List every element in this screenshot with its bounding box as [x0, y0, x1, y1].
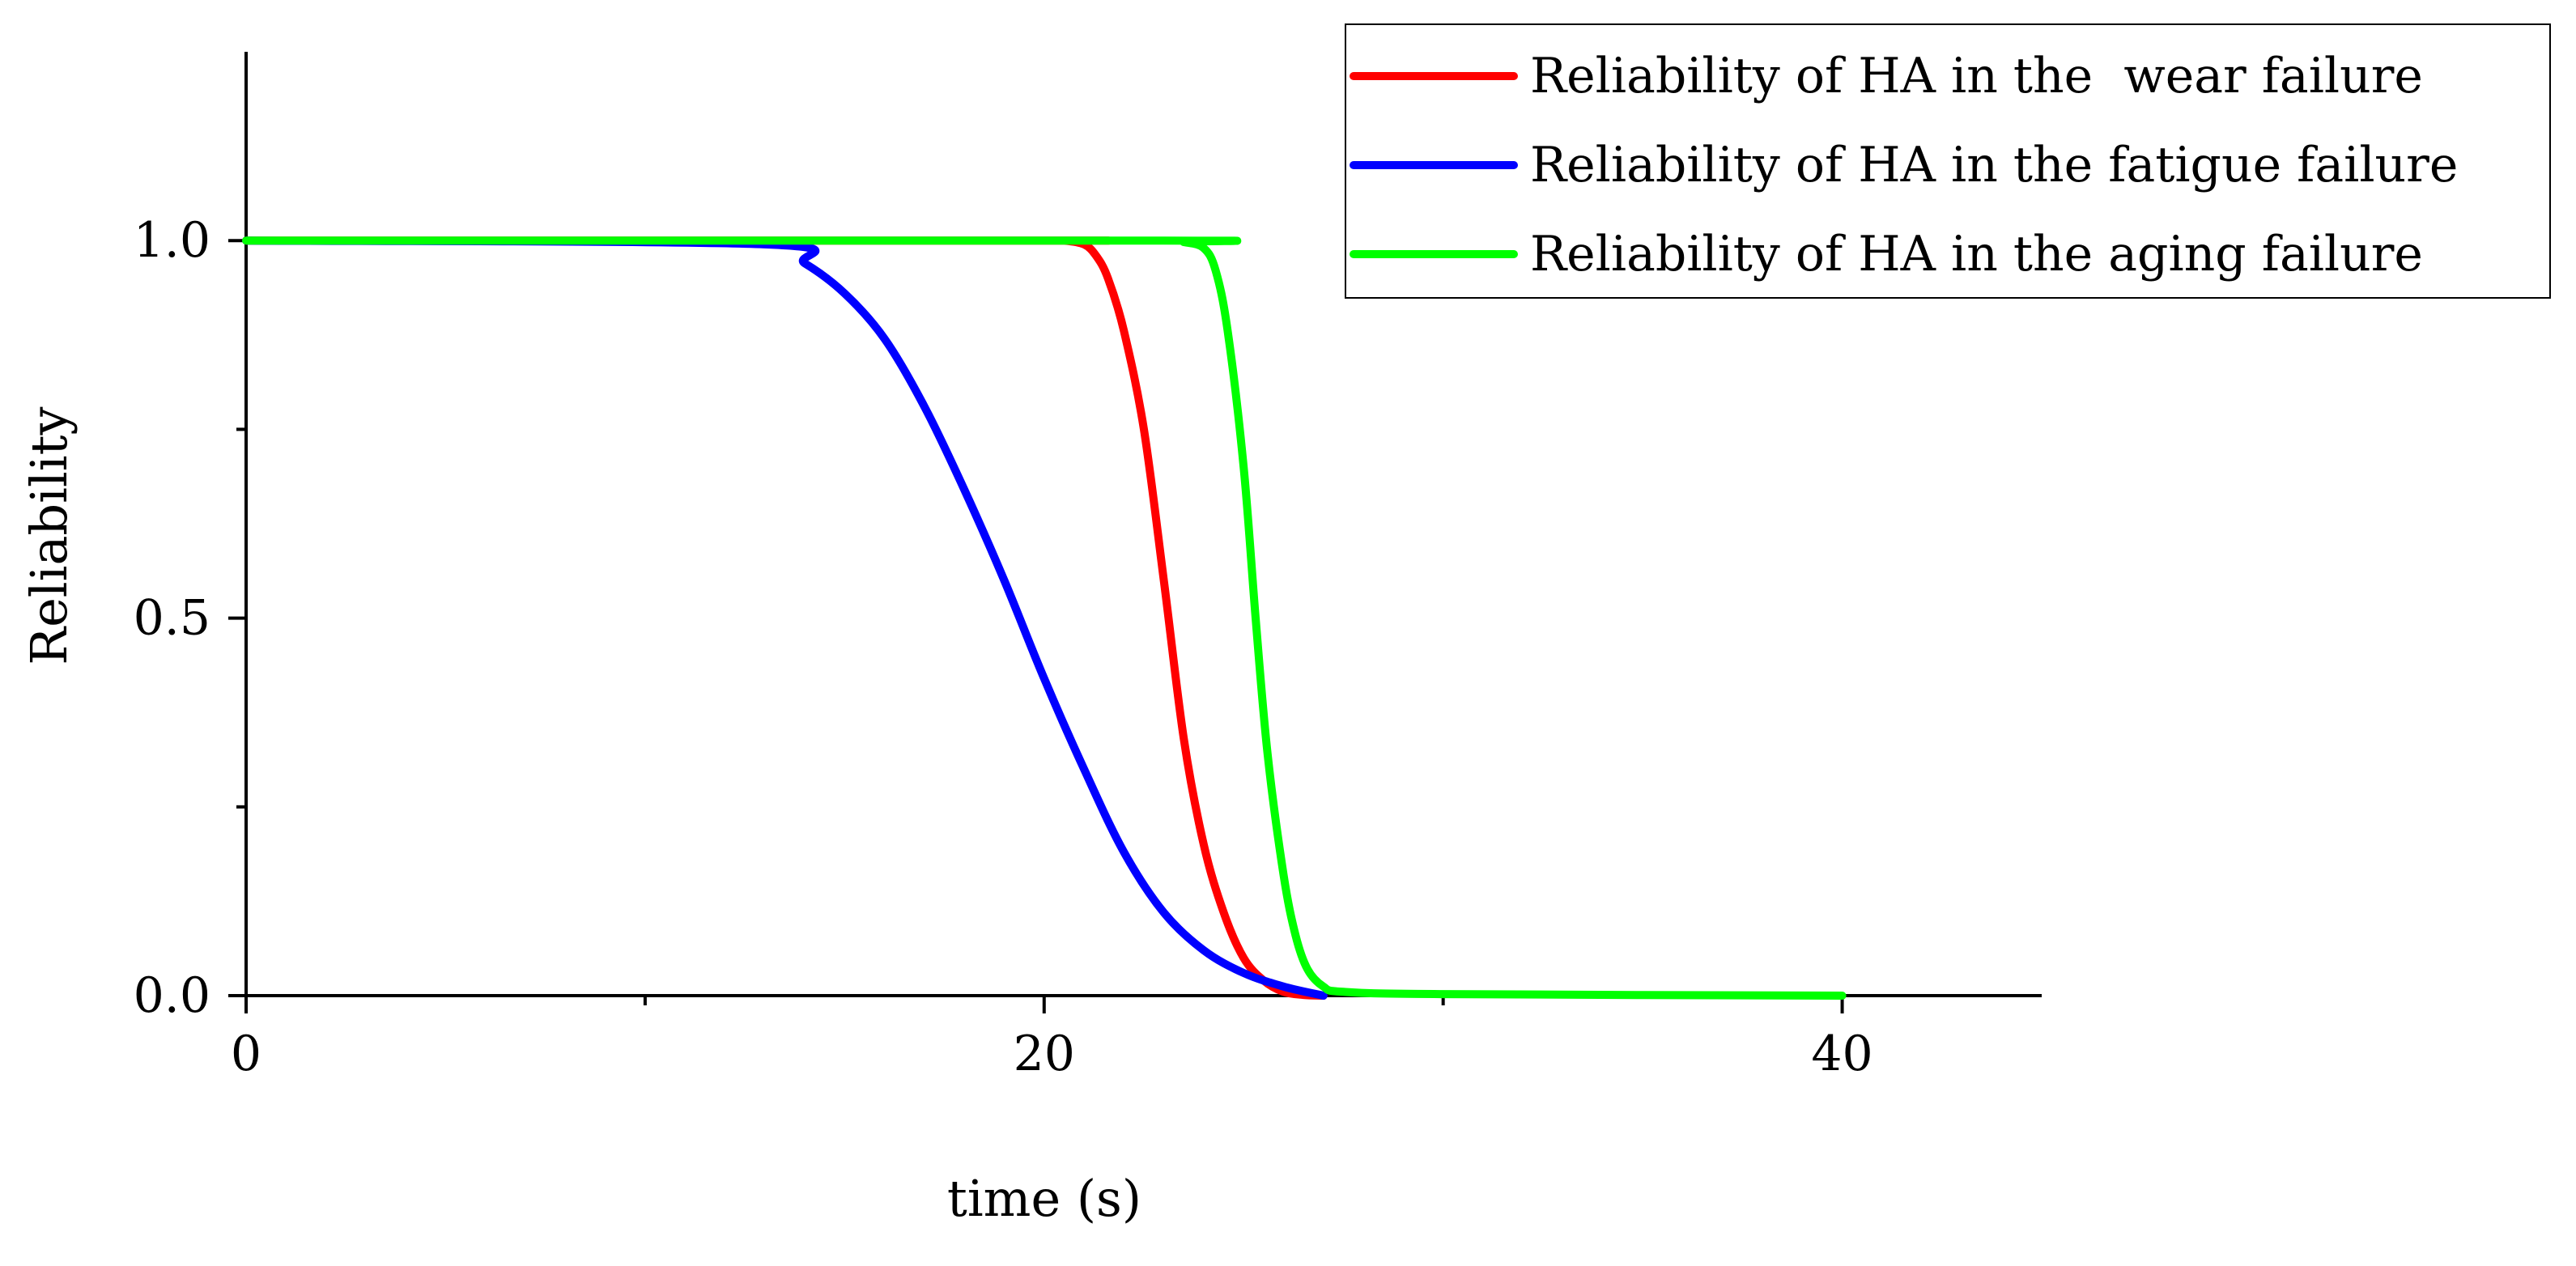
legend-label: Reliability of HA in the fatigue failure — [1530, 137, 2458, 193]
x-tick-label: 40 — [1811, 1026, 1872, 1082]
legend-box — [1345, 23, 2551, 299]
y-tick-label: 1.0 — [134, 212, 210, 269]
x-tick-label: 20 — [1014, 1026, 1075, 1082]
x-tick-label: 0 — [231, 1026, 261, 1082]
fatigue-failure-line — [242, 236, 1328, 1000]
legend-item-wear: Reliability of HA in the wear failure — [1350, 48, 2423, 104]
y-tick-label: 0.5 — [134, 590, 210, 647]
series-lines — [242, 236, 1847, 1000]
aging-failure-line — [242, 236, 1847, 1000]
y-tick-label: 0.0 — [134, 967, 210, 1024]
ticks: 0 20 40 0.0 0.5 1.0 — [134, 212, 1873, 1082]
legend-item-aging: Reliability of HA in the aging failure — [1350, 226, 2423, 283]
legend-label: Reliability of HA in the wear failure — [1530, 48, 2423, 104]
y-axis-title: Reliability — [19, 406, 79, 665]
legend: Reliability of HA in the wear failure Rel… — [1345, 23, 2551, 299]
legend-item-fatigue: Reliability of HA in the fatigue failure — [1350, 137, 2458, 193]
wear-failure-line — [242, 236, 1328, 1000]
legend-label: Reliability of HA in the aging failure — [1530, 226, 2423, 283]
x-axis-title: time (s) — [947, 1169, 1141, 1228]
